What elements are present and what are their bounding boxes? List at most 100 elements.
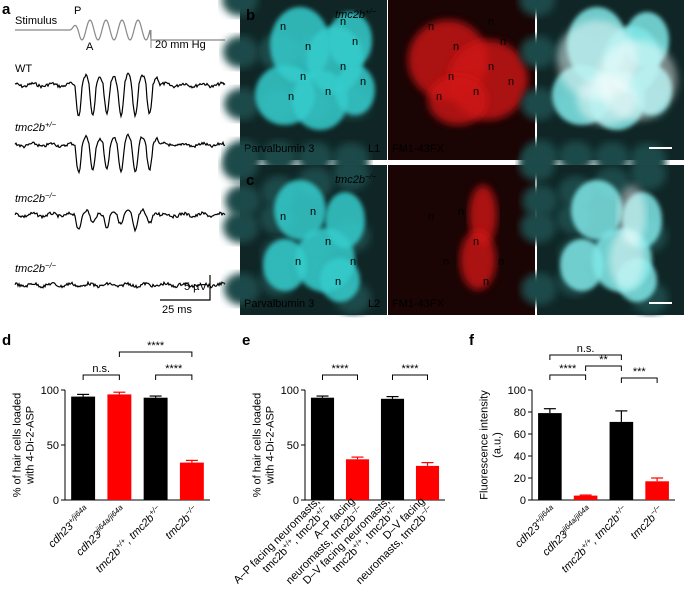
background-cell <box>223 36 259 68</box>
background-cell <box>224 88 260 120</box>
bar <box>538 413 562 500</box>
nucleus-label: n <box>288 91 294 103</box>
trace <box>14 133 226 175</box>
significance-label: **** <box>147 340 165 352</box>
nucleus-label: n <box>488 61 494 73</box>
nucleus-label: n <box>310 206 316 218</box>
background-cell <box>223 211 259 243</box>
background-cell <box>520 36 556 68</box>
panel-letter: a <box>2 1 11 18</box>
cell <box>320 258 360 302</box>
text-part: tmc2b <box>335 9 365 21</box>
trace <box>15 19 225 41</box>
cell <box>335 65 375 115</box>
dye-label: FM1-43FX <box>392 298 445 310</box>
significance-bracket <box>549 354 622 360</box>
background-cell <box>333 158 369 190</box>
label-line: tmc2b−/− <box>161 502 201 542</box>
nucleus-label: n <box>325 236 331 248</box>
significance-label: **** <box>165 363 183 375</box>
bar <box>645 481 669 500</box>
dye <box>460 230 496 290</box>
trace <box>14 72 226 119</box>
nucleus-label: n <box>340 61 346 73</box>
nucleus-label: n <box>428 211 434 223</box>
y-axis-label: % of hair cells loadedwith 4-Di-2-ASP <box>12 393 37 498</box>
bar <box>143 397 168 500</box>
trace-label: tmc2b+/− <box>15 120 57 135</box>
background-cell <box>222 149 258 181</box>
significance-label: **** <box>331 363 349 375</box>
cell <box>325 192 365 248</box>
y-axis-label: Fluorescence intensity(a.u.) <box>479 390 504 500</box>
significance-bracket <box>549 374 587 380</box>
dye <box>469 185 497 245</box>
stain-label: Parvalbumin 3 <box>244 298 314 310</box>
background-cell <box>630 158 666 190</box>
y-axis-label: % of hair cells loadedwith 4-Di-2-ASP <box>252 393 277 498</box>
nucleus-label: n <box>473 236 479 248</box>
y-tick-label: 100 <box>281 385 299 397</box>
y-tick-label: 20 <box>514 473 526 485</box>
time-scale: 25 ms <box>162 304 192 316</box>
label-line: (a.u.) <box>492 432 504 458</box>
text-part: WT <box>15 63 32 75</box>
significance-label: n.s. <box>577 343 595 355</box>
nucleus-label: n <box>305 41 311 53</box>
bar <box>107 394 132 500</box>
background-cell <box>521 88 557 120</box>
antipeak-label: A <box>86 41 94 53</box>
nucleus-label: n <box>508 76 514 88</box>
panel-letter: c <box>246 172 254 189</box>
nucleus-label: n <box>500 36 506 48</box>
cell <box>571 180 623 240</box>
genotype: tmc2b+/− <box>335 7 377 22</box>
panel-letter: f <box>469 332 475 349</box>
significance-label: ** <box>599 354 608 366</box>
y-tick-label: 0 <box>520 495 526 507</box>
significance-bracket <box>392 374 428 380</box>
dye <box>618 185 646 245</box>
panel-letter: e <box>242 332 250 349</box>
peak-label: P <box>74 5 81 17</box>
x-tick-label: tmc2b+/+, tmc2b+/− <box>92 502 165 575</box>
cell <box>560 239 604 291</box>
trace <box>14 280 226 289</box>
x-tick-label: tmc2b−/− <box>161 502 201 542</box>
text-part: tmc2b <box>15 122 45 134</box>
background-cell <box>222 0 258 16</box>
genotype: tmc2b−/− <box>335 172 377 187</box>
dye <box>609 230 645 290</box>
nucleus-label: n <box>300 71 306 83</box>
nucleus-label: n <box>335 276 341 288</box>
bar <box>415 465 440 500</box>
nucleus-label: n <box>488 16 494 28</box>
significance-bracket <box>585 365 622 371</box>
text-part: tmc2b <box>15 263 45 275</box>
stimulus-label: Stimulus <box>15 15 58 27</box>
nucleus-label: n <box>448 71 454 83</box>
y-tick-label: 100 <box>508 385 526 397</box>
background-cell <box>519 149 555 181</box>
x-tick-label: tmc2b−/− <box>627 502 667 542</box>
background-cell <box>522 185 558 217</box>
superscript: −/− <box>45 261 57 270</box>
trace-label: tmc2b−/− <box>15 261 57 276</box>
nucleus-label: n <box>340 16 346 28</box>
cell <box>328 12 372 68</box>
nucleus-label: n <box>295 256 301 268</box>
superscript: +/− <box>45 120 57 129</box>
micrograph <box>519 149 684 315</box>
stain-label: Parvalbumin 3 <box>244 143 314 155</box>
nucleus-label: n <box>436 91 442 103</box>
y-tick-label: 60 <box>514 429 526 441</box>
dye-label: FM1-43FX <box>392 143 445 155</box>
y-tick-label: 50 <box>287 440 299 452</box>
significance-label: **** <box>559 363 577 375</box>
micrograph <box>519 0 684 175</box>
label-line: Fluorescence intensity <box>479 390 491 500</box>
significance-bracket <box>620 377 658 383</box>
